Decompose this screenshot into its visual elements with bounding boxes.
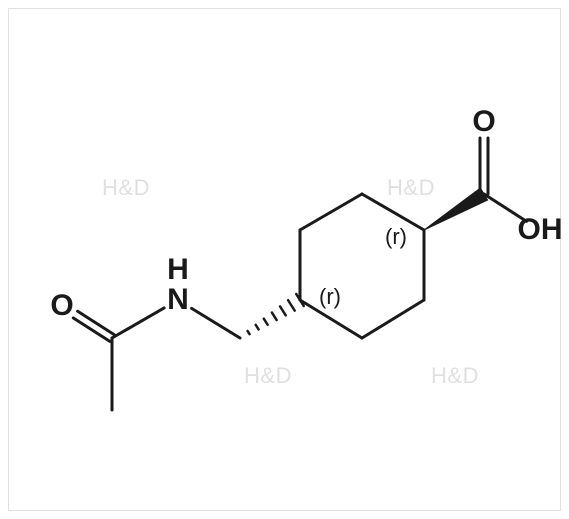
atom-h-label: H (167, 255, 189, 285)
stereo-label: (r) (385, 226, 407, 248)
atom-label: OH (518, 215, 563, 245)
atom-label: O (50, 291, 73, 321)
stereo-label: (r) (319, 286, 341, 308)
atom-label: N (167, 285, 189, 315)
molecule-svg (0, 0, 569, 519)
atom-label: O (472, 107, 495, 137)
